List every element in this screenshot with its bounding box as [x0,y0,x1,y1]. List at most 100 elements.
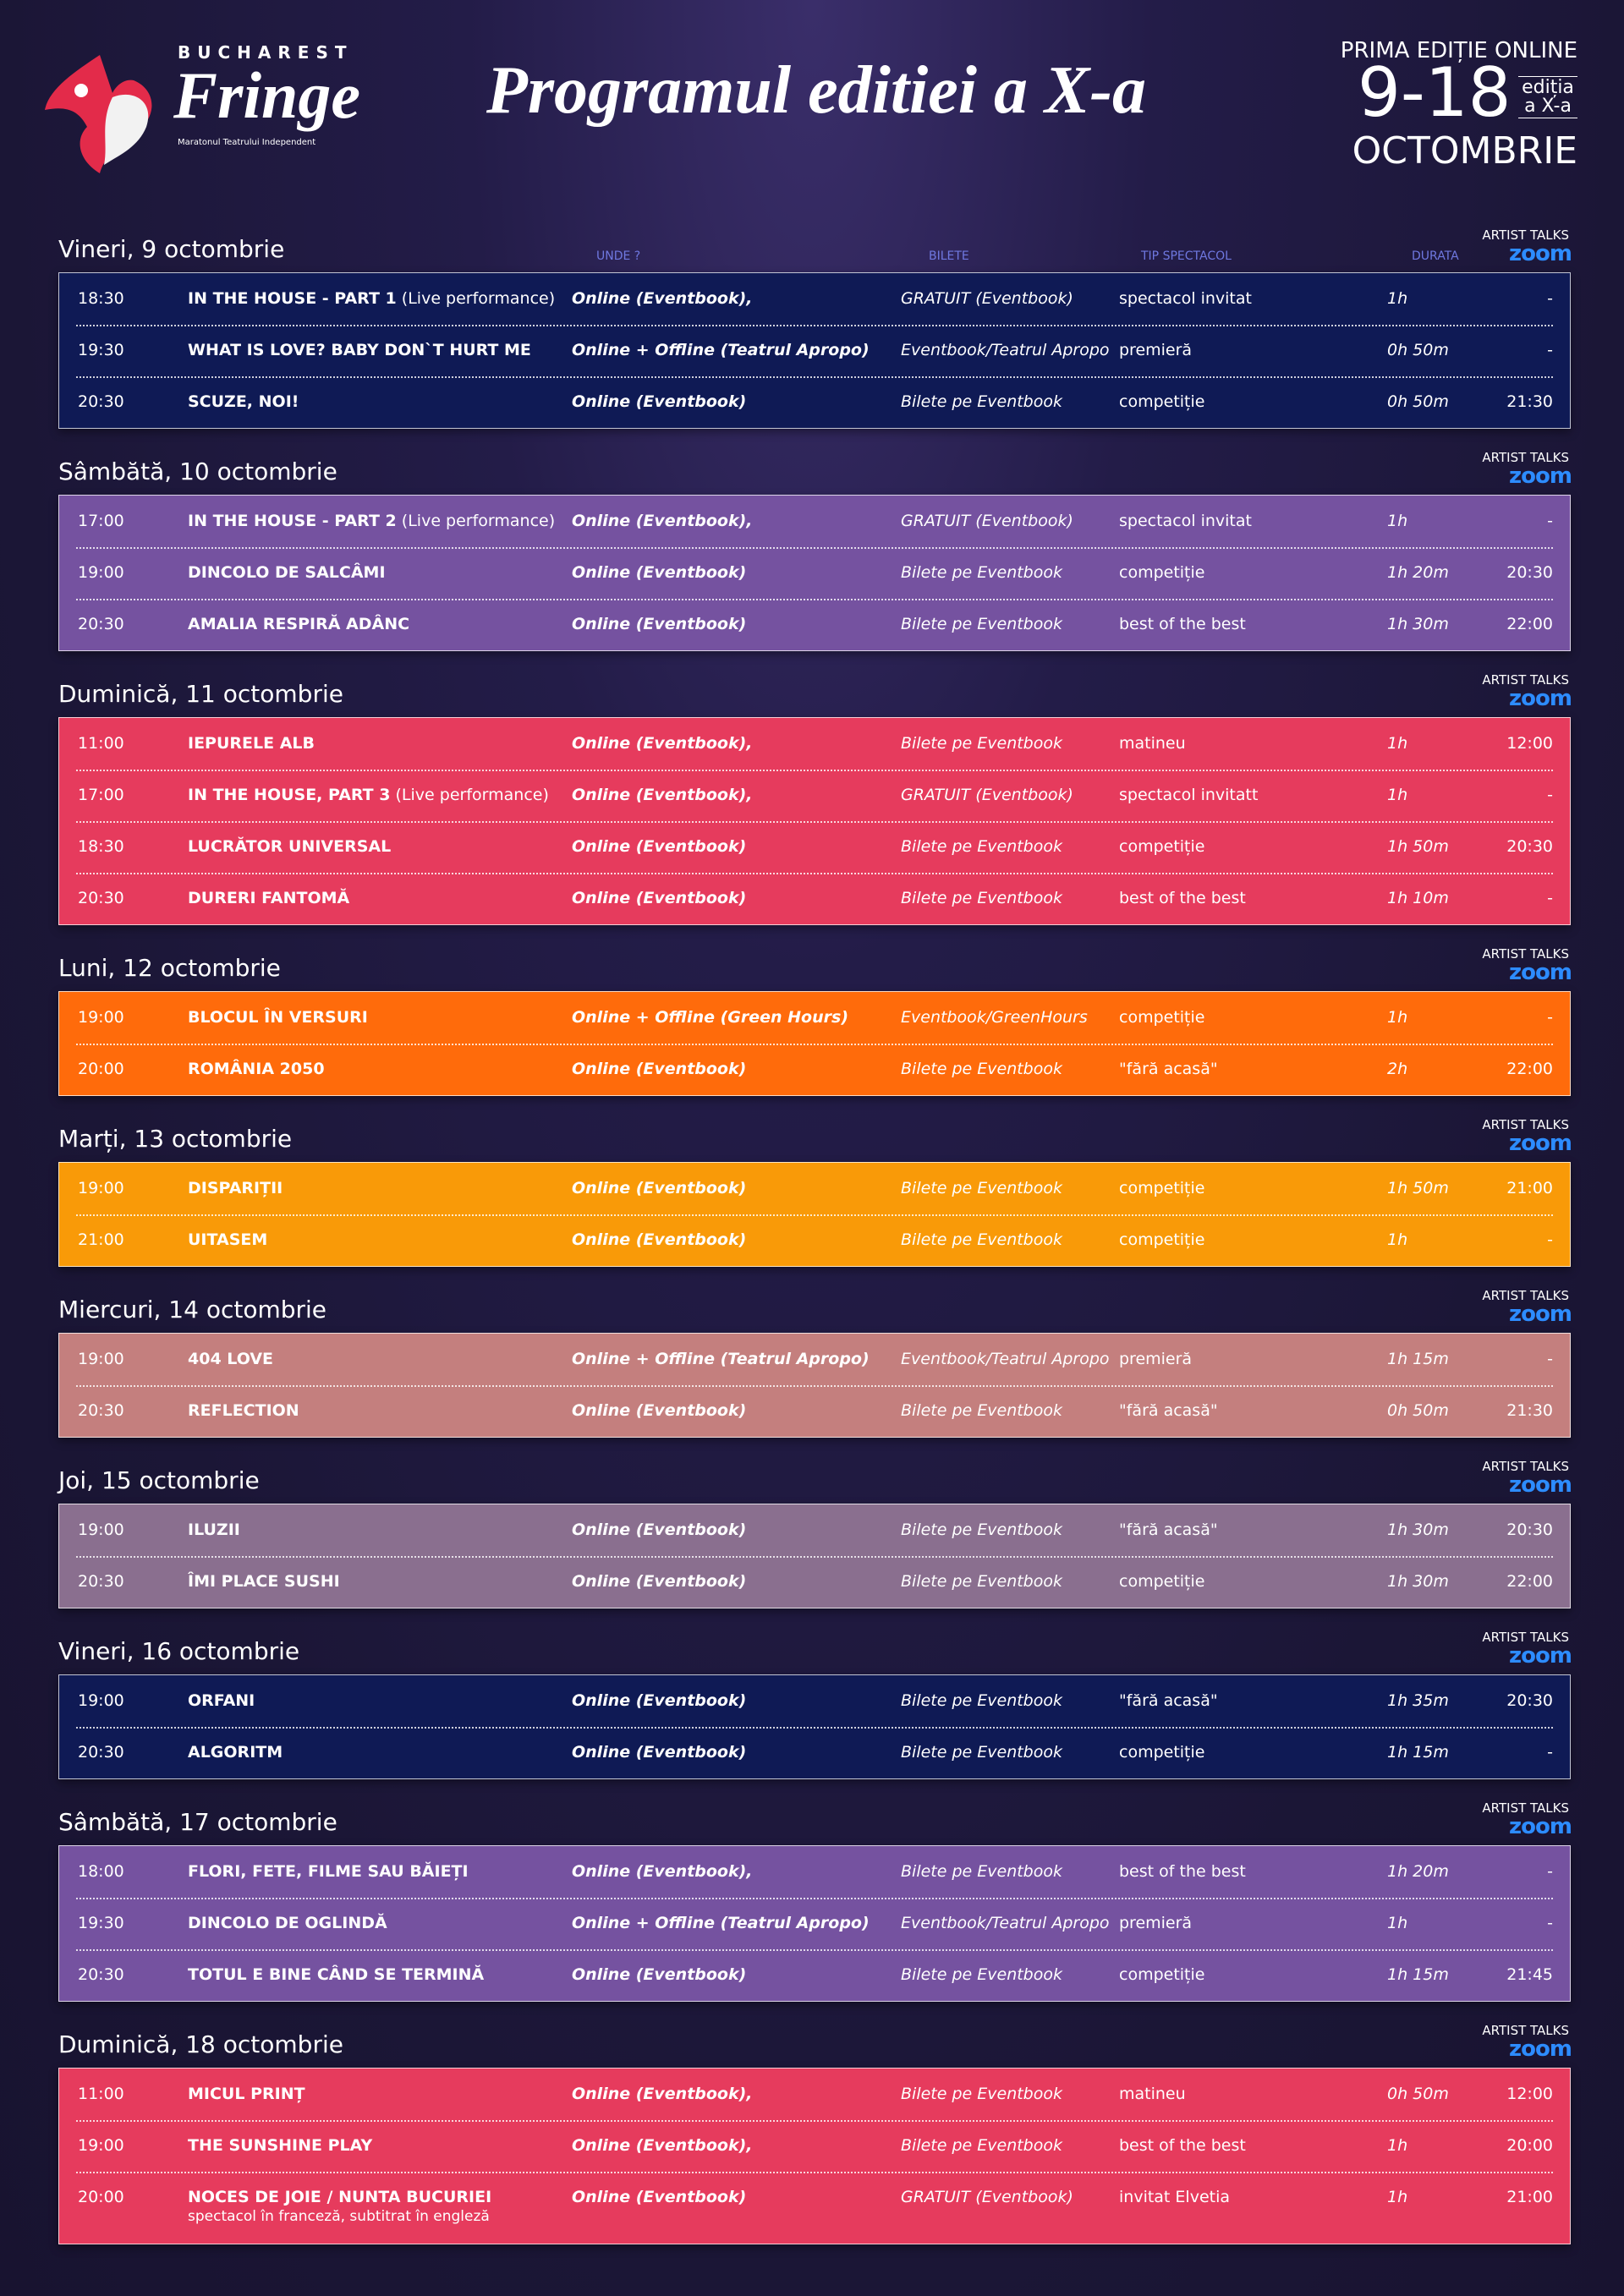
cell-where: Online (Eventbook) [572,1521,747,1539]
row-separator [76,873,1553,874]
cell-talk: 20:00 [1506,2136,1553,2155]
cell-tickets: Bilete pe Eventbook [901,1521,1062,1539]
cell-where: Online (Eventbook) [572,1965,747,1984]
cell-title: THE SUNSHINE PLAY [188,2136,373,2155]
cell-time: 19:00 [78,2136,124,2155]
cell-where: Online (Eventbook) [572,1230,747,1249]
cell-where: Online (Eventbook), [572,512,753,530]
row-separator [76,821,1553,823]
cell-time: 19:00 [78,1350,124,1368]
cell-type: matineu [1119,2085,1186,2103]
cell-duration: 1h [1387,734,1408,753]
cell-tickets: Bilete pe Eventbook [901,1862,1062,1881]
cell-type: competiție [1119,837,1205,856]
cell-talk: 21:30 [1506,1401,1553,1420]
cell-tickets: Bilete pe Eventbook [901,1743,1062,1762]
cell-talk: 20:30 [1506,837,1553,856]
cell-type: spectacol invitatt [1119,786,1259,804]
day-heading: Vineri, 16 octombrie [58,1637,300,1665]
day-heading: Marți, 13 octombrie [58,1125,293,1153]
day-box: 19:00 404 LOVE Online + Offline (Teatrul A… [58,1333,1571,1438]
row-separator [76,376,1553,378]
cell-duration: 1h [1387,2188,1408,2206]
day-box: 17:00 IN THE HOUSE - PART 2 (Live perform… [58,495,1571,651]
cell-title: ALGORITM [188,1743,283,1762]
cell-title: IN THE HOUSE, PART 3 (Live performance) [188,786,549,804]
cell-type: competiție [1119,1572,1205,1591]
day-box: 19:00 ORFANI Online (Eventbook) Bilete pe E… [58,1674,1571,1779]
cell-time: 18:30 [78,837,124,856]
cell-talk: - [1547,889,1553,907]
cell-duration: 1h 15m [1387,1965,1449,1984]
cell-title: FLORI, FETE, FILME SAU BĂIEȚI [188,1862,469,1881]
cell-duration: 0h 50m [1387,2085,1449,2103]
cell-tickets: Bilete pe Eventbook [901,2085,1062,2103]
cell-where: Online (Eventbook), [572,2136,753,2155]
cell-talk: - [1547,1743,1553,1762]
cell-duration: 1h [1387,1914,1408,1932]
zoom-label: zoom [1509,2036,1572,2062]
cell-tickets: GRATUIT (Eventbook) [901,289,1073,308]
cell-duration: 1h 15m [1387,1743,1449,1762]
cell-time: 19:00 [78,1691,124,1710]
cell-type: competiție [1119,563,1205,582]
cell-duration: 1h 10m [1387,889,1449,907]
cell-type: premieră [1119,1350,1193,1368]
cell-talk: - [1547,1862,1553,1881]
cell-tickets: Bilete pe Eventbook [901,2136,1062,2155]
cell-tickets: Bilete pe Eventbook [901,1230,1062,1249]
row-separator [76,325,1553,326]
cell-where: Online (Eventbook) [572,392,747,411]
cell-talk: 21:45 [1506,1965,1553,1984]
cell-title: SCUZE, NOI! [188,392,299,411]
cell-time: 17:00 [78,786,124,804]
cell-time: 19:30 [78,1914,124,1932]
cell-time: 20:30 [78,1965,124,1984]
day-box: 19:00 BLOCUL ÎN VERSURI Online + Offline (… [58,991,1571,1096]
row-separator [76,1044,1553,1045]
cell-type: "fără acasă" [1119,1060,1218,1078]
cell-time: 19:00 [78,1008,124,1027]
day-heading: Sâmbătă, 10 octombrie [58,458,337,485]
cell-duration: 1h [1387,786,1408,804]
cell-where: Online (Eventbook) [572,837,747,856]
cell-time: 19:30 [78,341,124,359]
row-separator [76,770,1553,771]
cell-where: Online (Eventbook) [572,889,747,907]
cell-title: WHAT IS LOVE? BABY DON`T HURT ME [188,341,531,359]
cell-duration: 1h 30m [1387,1521,1449,1539]
talks-label: ARTIST TALKS [1482,1800,1569,1816]
cell-talk: 20:30 [1506,1521,1553,1539]
talks-label: ARTIST TALKS [1482,450,1569,465]
talks-label: ARTIST TALKS [1482,672,1569,688]
cell-title: MICUL PRINȚ [188,2085,305,2103]
title-note: (Live performance) [390,786,549,804]
cell-where: Online (Eventbook), [572,734,753,753]
cell-type: competiție [1119,1008,1205,1027]
cell-title: TOTUL E BINE CÂND SE TERMINĂ [188,1965,485,1984]
edition: ediția a X-a [1518,76,1577,118]
cell-title: BLOCUL ÎN VERSURI [188,1008,368,1027]
cell-time: 20:30 [78,1743,124,1762]
cell-talk: - [1547,786,1553,804]
talks-label: ARTIST TALKS [1482,946,1569,962]
cell-time: 20:30 [78,615,124,633]
cell-tickets: Bilete pe Eventbook [901,615,1062,633]
zoom-label: zoom [1509,241,1572,266]
cell-talk: - [1547,1008,1553,1027]
cell-type: competiție [1119,1179,1205,1197]
cell-duration: 1h 50m [1387,1179,1449,1197]
cell-type: "fără acasă" [1119,1691,1218,1710]
cell-type: invitat Elvetia [1119,2188,1231,2206]
cell-talk: 22:00 [1506,1060,1553,1078]
cell-title: ORFANI [188,1691,255,1710]
cell-time: 11:00 [78,734,124,753]
day-box: 11:00 IEPURELE ALB Online (Eventbook), Bile… [58,717,1571,925]
row-separator [76,2120,1553,2122]
cell-type: spectacol invitat [1119,289,1252,308]
zoom-label: zoom [1509,1643,1572,1669]
cell-where: Online + Offline (Teatrul Apropo) [572,341,870,359]
zoom-label: zoom [1509,1472,1572,1498]
cell-where: Online (Eventbook) [572,1179,747,1197]
